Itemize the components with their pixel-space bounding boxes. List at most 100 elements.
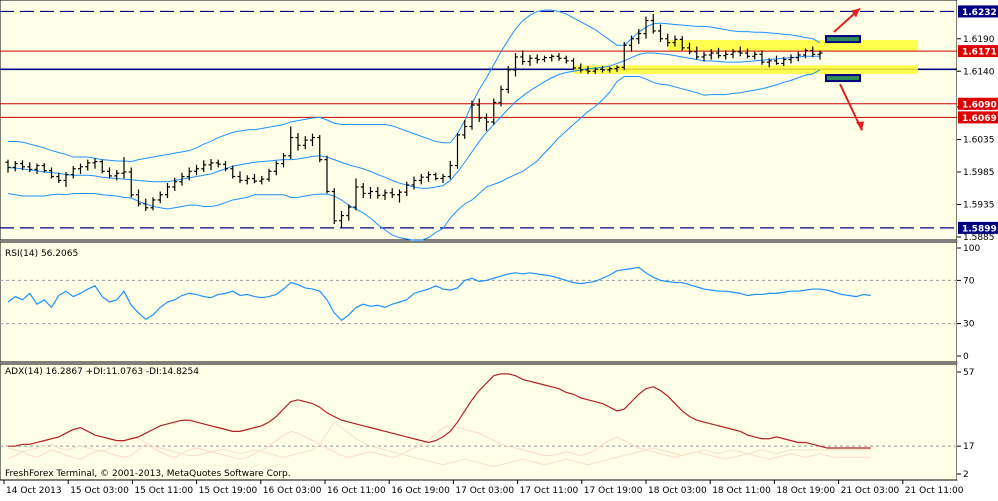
x-tick-label: 15 Oct 11:00 [134, 486, 193, 496]
y-tick-label: 1.5935 [963, 201, 995, 211]
price-bar [817, 50, 823, 60]
price-bar [339, 211, 344, 229]
price-bar [136, 189, 141, 207]
price-bar [803, 48, 808, 59]
price-bar [534, 54, 540, 64]
price-bar [716, 47, 721, 59]
price-bar [694, 46, 700, 60]
price-bar [426, 171, 431, 182]
price-bar [5, 159, 11, 173]
price-bar [85, 159, 91, 171]
price-bar [563, 55, 569, 64]
price-bar [324, 155, 330, 194]
price-bar [592, 67, 598, 74]
price-bar [56, 172, 62, 184]
price-bar [679, 36, 685, 51]
x-tick-label: 16 Oct 11:00 [327, 486, 386, 496]
price-bar [498, 85, 504, 107]
price-bar [215, 159, 221, 168]
price-bar [621, 42, 627, 70]
highlight-zone [573, 65, 918, 74]
price-bar [571, 58, 576, 70]
y-tick-label: 1.6140 [963, 67, 995, 77]
price-bar [440, 173, 446, 184]
price-bar [121, 157, 127, 179]
price-scale-area [957, 242, 998, 362]
price-bar [295, 133, 301, 151]
price-bar [766, 58, 772, 68]
price-bar [723, 50, 729, 60]
price-bar [382, 189, 388, 200]
price-bar [447, 160, 453, 180]
adx-panel: ADX(14) 16.2867 +DI:11.0763 -DI:14.8254 [0, 367, 957, 468]
price-bar [614, 65, 620, 72]
price-bar [165, 183, 170, 198]
rsi-label: RSI(14) 56.2065 [5, 249, 78, 259]
x-tick-label: 15 Oct 03:00 [70, 486, 129, 496]
price-bar [774, 55, 779, 65]
price-scale-area [957, 364, 998, 480]
price-bar [397, 189, 402, 203]
price-bar [433, 172, 439, 181]
price-bar [266, 168, 272, 182]
price-bar [462, 120, 468, 139]
up-arrow-head [851, 8, 860, 18]
price-bar [810, 46, 816, 57]
price-bar [230, 165, 236, 179]
price-bar [665, 33, 671, 47]
x-tick-label: 18 Oct 03:00 [648, 486, 707, 496]
price-bar [223, 160, 228, 172]
price-bar [273, 160, 279, 176]
rsi-tick-label: 100 [963, 244, 980, 254]
price-label-bg [958, 45, 998, 58]
down-arrow-head [856, 121, 864, 131]
price-bar [128, 167, 134, 198]
price-label: 1.6090 [962, 100, 997, 110]
price-bar [353, 178, 359, 211]
price-label-bg [958, 221, 998, 234]
price-bar [78, 163, 83, 174]
price-bar [549, 54, 555, 62]
price-bar [186, 167, 192, 181]
price-bar [41, 162, 47, 173]
price-bar [542, 55, 547, 63]
price-bar [404, 181, 410, 197]
panel-frame [0, 363, 958, 481]
price-bar [643, 16, 649, 39]
price-bar [578, 63, 584, 73]
bollinger-upper [8, 9, 821, 163]
price-bar [585, 66, 591, 74]
price-bar [629, 35, 634, 52]
price-bar [687, 42, 692, 55]
price-label: 1.6171 [962, 48, 997, 58]
x-tick-label: 17 Oct 19:00 [584, 486, 643, 496]
price-bar [288, 126, 294, 159]
price-bar [781, 56, 787, 67]
highlight-zones [573, 40, 918, 74]
price-bar [310, 133, 315, 146]
rsi-panel: RSI(14) 56.2065 [0, 249, 957, 325]
price-bar [411, 176, 417, 190]
x-tick-label: 18 Oct 11:00 [712, 486, 771, 496]
price-bar [795, 51, 801, 62]
price-bar [476, 98, 482, 122]
x-tick-label: 21 Oct 03:00 [841, 486, 900, 496]
price-bar [172, 177, 178, 191]
price-bar [375, 186, 381, 199]
price-label: 1.6232 [962, 8, 997, 18]
price-bar [281, 153, 286, 168]
price-bar [99, 159, 105, 174]
price-bar [237, 171, 243, 184]
price-bar [302, 136, 308, 150]
price-bar [331, 188, 337, 224]
price-bar [469, 100, 475, 130]
highlight-zone [667, 40, 918, 51]
price-bar [505, 66, 511, 94]
price-bar [157, 191, 163, 204]
price-label: 1.5899 [962, 224, 997, 234]
price-bar [759, 50, 765, 65]
x-tick-label: 21 Oct 11:00 [905, 486, 964, 496]
y-tick-label: 1.6190 [963, 35, 995, 45]
price-bar [179, 172, 185, 186]
price-bar [658, 24, 663, 42]
